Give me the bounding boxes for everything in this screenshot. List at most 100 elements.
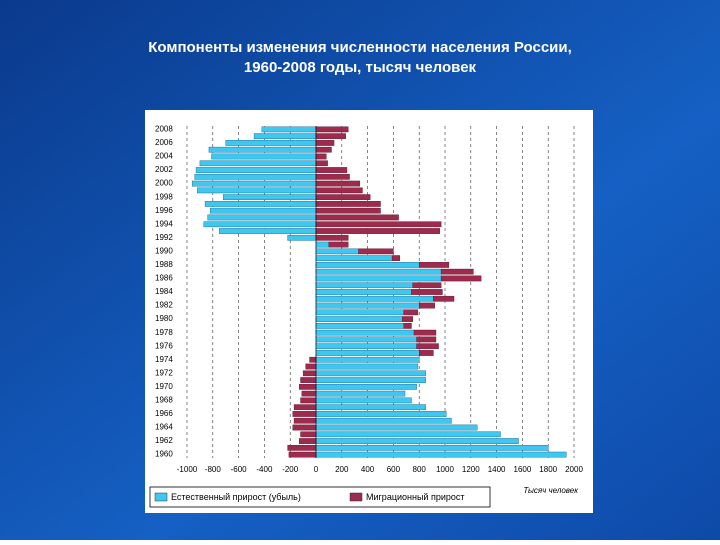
bar: [391, 255, 401, 261]
bar: [412, 282, 442, 289]
bar: [315, 390, 406, 397]
bar: [299, 438, 317, 444]
y-tick-label: 1960: [155, 450, 173, 459]
bar: [315, 377, 426, 383]
x-tick-label: -1000: [177, 465, 198, 474]
bar: [191, 180, 317, 187]
bar: [225, 140, 317, 146]
title-line: 1960-2008 годы, тысяч человек: [244, 59, 477, 76]
bar: [315, 451, 567, 458]
bar: [300, 377, 317, 383]
bar: [315, 384, 417, 390]
bar: [287, 444, 317, 451]
bar: [315, 228, 441, 234]
bar: [302, 370, 317, 377]
bar: [195, 167, 317, 173]
bar: [309, 356, 317, 363]
bar: [300, 431, 317, 438]
bar: [315, 234, 349, 241]
bar: [315, 343, 417, 350]
bar: [315, 255, 393, 261]
bar: [315, 248, 359, 255]
y-tick-label: 1998: [155, 192, 173, 201]
bar: [315, 411, 447, 417]
bar: [315, 207, 381, 214]
bar: [315, 417, 452, 424]
y-tick-label: 1976: [155, 341, 173, 350]
y-tick-label: 2002: [155, 165, 173, 174]
bar: [292, 424, 317, 431]
y-tick-label: 1996: [155, 206, 173, 215]
bar: [315, 126, 349, 133]
bar: [315, 431, 501, 438]
y-tick-label: 1980: [155, 314, 173, 323]
legend-label: Естественный прирост (убыль): [171, 492, 301, 502]
bar: [315, 275, 442, 282]
bar: [433, 295, 455, 302]
y-tick-label: 1966: [155, 409, 173, 418]
bar: [293, 404, 317, 411]
bar: [197, 187, 317, 194]
x-tick-label: 2000: [565, 465, 583, 474]
bar: [301, 390, 317, 397]
bar: [292, 411, 317, 417]
bar: [299, 384, 317, 390]
y-tick-label: 1992: [155, 233, 173, 242]
bar: [222, 194, 317, 200]
bar: [315, 323, 404, 329]
bar: [315, 194, 371, 200]
legend-label: Миграционный прирост: [366, 492, 464, 502]
x-tick-label: -200: [282, 465, 299, 474]
bar: [288, 451, 317, 458]
bar: [411, 289, 443, 295]
bar: [315, 180, 361, 187]
bar: [194, 173, 317, 180]
x-tick-label: 1400: [488, 465, 506, 474]
bar: [419, 262, 450, 268]
bar: [419, 350, 434, 356]
x-tick-label: 1600: [514, 465, 532, 474]
bar: [315, 241, 330, 248]
x-tick-label: 0: [314, 465, 319, 474]
y-tick-label: 1970: [155, 382, 173, 391]
bar: [305, 363, 317, 370]
bar: [204, 201, 317, 207]
bar: [315, 146, 332, 153]
bar: [315, 363, 419, 370]
bar: [419, 302, 435, 309]
bar: [315, 268, 442, 275]
bar: [315, 444, 549, 451]
bar: [199, 160, 317, 167]
bar: [315, 173, 350, 180]
y-tick-label: 1990: [155, 246, 173, 255]
y-tick-label: 1988: [155, 260, 173, 269]
y-tick-label: 1978: [155, 328, 173, 337]
bar: [315, 187, 363, 194]
bar: [287, 234, 317, 241]
bar: [440, 275, 482, 282]
x-tick-label: 400: [361, 465, 375, 474]
y-tick-label: 2006: [155, 138, 173, 147]
y-tick-label: 1984: [155, 287, 173, 296]
legend-swatch: [349, 492, 363, 502]
bar: [300, 397, 317, 404]
bar: [315, 424, 478, 431]
bar: [315, 404, 426, 411]
x-tick-label: 600: [387, 465, 401, 474]
bar: [211, 153, 317, 160]
bar: [358, 248, 394, 255]
bar: [440, 268, 474, 275]
y-tick-label: 1986: [155, 274, 173, 283]
y-tick-label: 2000: [155, 179, 173, 188]
bar: [253, 133, 317, 140]
y-tick-label: 1974: [155, 355, 173, 364]
bar: [315, 153, 327, 160]
bar: [293, 417, 317, 424]
bar: [219, 228, 317, 234]
bar: [315, 329, 415, 336]
bar: [315, 316, 403, 322]
bar: [416, 336, 437, 343]
x-tick-label: 1000: [436, 465, 454, 474]
x-tick-label: 1200: [462, 465, 480, 474]
